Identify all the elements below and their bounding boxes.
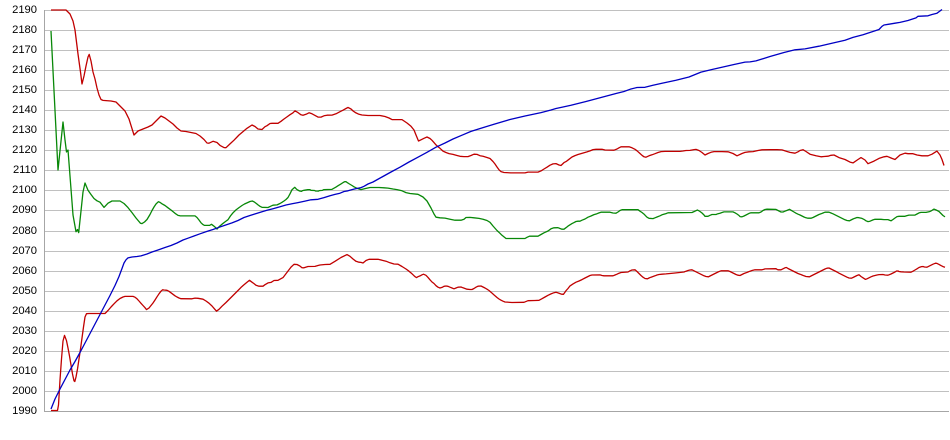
svg-text:2120: 2120: [12, 144, 37, 156]
svg-text:2110: 2110: [13, 164, 37, 176]
svg-text:2080: 2080: [12, 225, 37, 237]
svg-text:1990: 1990: [12, 405, 37, 417]
svg-text:2180: 2180: [12, 24, 37, 36]
svg-text:2090: 2090: [12, 204, 37, 216]
svg-text:2150: 2150: [12, 84, 37, 96]
svg-text:2190: 2190: [12, 4, 37, 16]
svg-text:2010: 2010: [12, 365, 37, 377]
svg-text:2140: 2140: [12, 104, 37, 116]
svg-text:2050: 2050: [12, 285, 37, 297]
svg-text:2040: 2040: [12, 305, 37, 317]
svg-text:2020: 2020: [12, 345, 37, 357]
svg-text:2130: 2130: [12, 124, 37, 136]
svg-text:2030: 2030: [12, 325, 37, 337]
svg-text:2100: 2100: [12, 184, 37, 196]
svg-text:2160: 2160: [12, 64, 37, 76]
svg-text:2070: 2070: [12, 245, 37, 257]
svg-text:2170: 2170: [12, 44, 37, 56]
svg-text:2060: 2060: [12, 265, 37, 277]
svg-text:2000: 2000: [12, 385, 37, 397]
